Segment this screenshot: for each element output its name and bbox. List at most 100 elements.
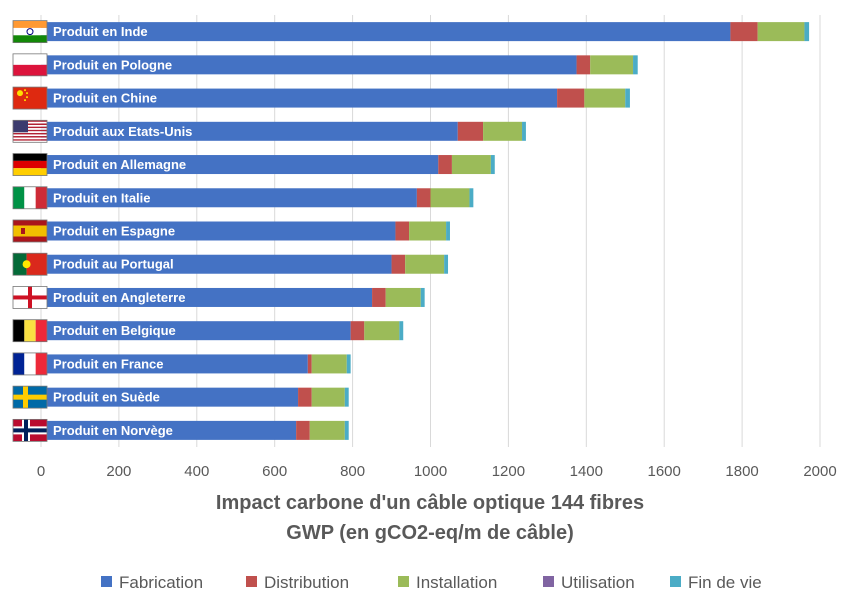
bar-segment-installation (584, 88, 626, 108)
bar-segment-installation (311, 387, 345, 407)
bar-segment-fabrication (41, 188, 417, 208)
germany-flag-icon (12, 153, 48, 176)
bar-segment-fabrication (41, 287, 373, 307)
bars (41, 22, 810, 440)
category-label: Produit en Belgique (53, 323, 176, 338)
bar-segment-fin-de-vie (344, 387, 349, 407)
legend-label: Fin de vie (688, 573, 762, 592)
bar-segment-fabrication (41, 321, 351, 341)
legend-label: Utilisation (561, 573, 635, 592)
portugal-flag-icon (12, 252, 48, 276)
india-flag-icon (12, 20, 48, 44)
usa-flag-icon (12, 119, 48, 143)
category-label: Produit en Inde (53, 24, 148, 39)
x-tick-label: 800 (340, 463, 365, 480)
bar-segment-installation (405, 254, 445, 274)
bar-segment-fin-de-vie (446, 221, 450, 241)
bar-segment-installation (451, 155, 491, 175)
category-label: Produit en Italie (53, 190, 151, 205)
bar-segment-fabrication (41, 221, 396, 241)
bar-segment-fin-de-vie (804, 22, 810, 42)
x-tick-label: 0 (37, 463, 45, 480)
legend-label: Installation (416, 573, 497, 592)
legend-swatch-distribution (246, 576, 257, 587)
chart-title-line-1: Impact carbone d'un câble optique 144 fi… (216, 492, 644, 514)
bar-segment-installation (311, 354, 347, 374)
bar-segment-fin-de-vie (346, 354, 351, 374)
belgium-flag-icon (12, 319, 48, 343)
bar-segment-installation (309, 420, 345, 440)
category-label: Produit en Espagne (53, 224, 175, 239)
bar-segment-distribution (391, 254, 406, 274)
category-label: Produit en Allemagne (53, 157, 186, 172)
bar-segment-fin-de-vie (344, 420, 349, 440)
bar-segment-distribution (372, 287, 386, 307)
bar-segment-distribution (438, 155, 452, 175)
bar-segment-fabrication (41, 354, 308, 374)
bar-segment-fabrication (41, 155, 439, 175)
x-tick-label: 200 (106, 463, 131, 480)
bar-segment-installation (757, 22, 805, 42)
bar-segment-fabrication (41, 22, 731, 42)
x-tick-label: 2000 (803, 463, 836, 480)
x-tick-label: 1800 (725, 463, 758, 480)
bar-segment-fabrication (41, 420, 297, 440)
bar-segment-installation (590, 55, 634, 75)
legend-swatch-fin-de-vie (670, 576, 681, 587)
category-label: Produit en France (53, 356, 164, 371)
bar-segment-fabrication (41, 55, 577, 75)
legend: Fabrication Distribution Installation Utili… (101, 573, 762, 592)
italy-flag-icon (12, 186, 48, 210)
bar-segment-distribution (307, 354, 312, 374)
bar-segment-distribution (350, 321, 365, 341)
bar-segment-fin-de-vie (625, 88, 630, 108)
bar-segment-fabrication (41, 88, 558, 108)
bar-segment-distribution (576, 55, 591, 75)
bar-segment-installation (409, 221, 447, 241)
category-label: Produit en Norvège (53, 423, 173, 438)
bar-segment-distribution (416, 188, 431, 208)
bar-segment-fabrication (41, 254, 392, 274)
bar-segment-fin-de-vie (469, 188, 474, 208)
bar-segment-fin-de-vie (490, 155, 495, 175)
legend-label: Distribution (264, 573, 349, 592)
category-label: Produit en Suède (53, 390, 160, 405)
x-tick-label: 1400 (570, 463, 603, 480)
legend-swatch-utilisation (543, 576, 554, 587)
france-flag-icon (12, 352, 48, 376)
x-axis-ticks: 0 200 400 600 800 1000 1200 1400 1600 1800 2000 (37, 463, 837, 480)
bar-segment-installation (364, 321, 400, 341)
bar-segment-fin-de-vie (633, 55, 638, 75)
bar-segment-distribution (298, 387, 312, 407)
x-tick-label: 1600 (648, 463, 681, 480)
sweden-flag-icon (12, 385, 48, 409)
x-tick-label: 1000 (414, 463, 447, 480)
bar-segment-distribution (557, 88, 585, 108)
spain-flag-icon (12, 219, 48, 243)
bar-segment-installation (483, 121, 523, 141)
poland-flag-icon (12, 53, 48, 77)
bar-segment-fin-de-vie (444, 254, 449, 274)
category-label: Produit aux Etats-Unis (53, 124, 192, 139)
category-label: Produit en Chine (53, 91, 157, 106)
legend-swatch-installation (398, 576, 409, 587)
bar-labels: Produit en Inde Produit en Pologne Produit… (53, 24, 192, 438)
x-tick-label: 1200 (492, 463, 525, 480)
bar-segment-fin-de-vie (420, 287, 425, 307)
bar-segment-fin-de-vie (522, 121, 526, 141)
bar-segment-distribution (457, 121, 484, 141)
legend-label: Fabrication (119, 573, 203, 592)
bar-segment-fabrication (41, 121, 458, 141)
legend-swatch-fabrication (101, 576, 112, 587)
x-tick-label: 400 (184, 463, 209, 480)
norway-flag-icon (12, 418, 48, 442)
category-label: Produit en Pologne (53, 57, 172, 72)
bar-segment-distribution (296, 420, 310, 440)
bar-segment-fin-de-vie (399, 321, 404, 341)
bar-segment-installation (430, 188, 470, 208)
bar-segment-distribution (395, 221, 410, 241)
bar-segment-fabrication (41, 387, 299, 407)
category-label: Produit au Portugal (53, 257, 174, 272)
flags (12, 20, 48, 442)
